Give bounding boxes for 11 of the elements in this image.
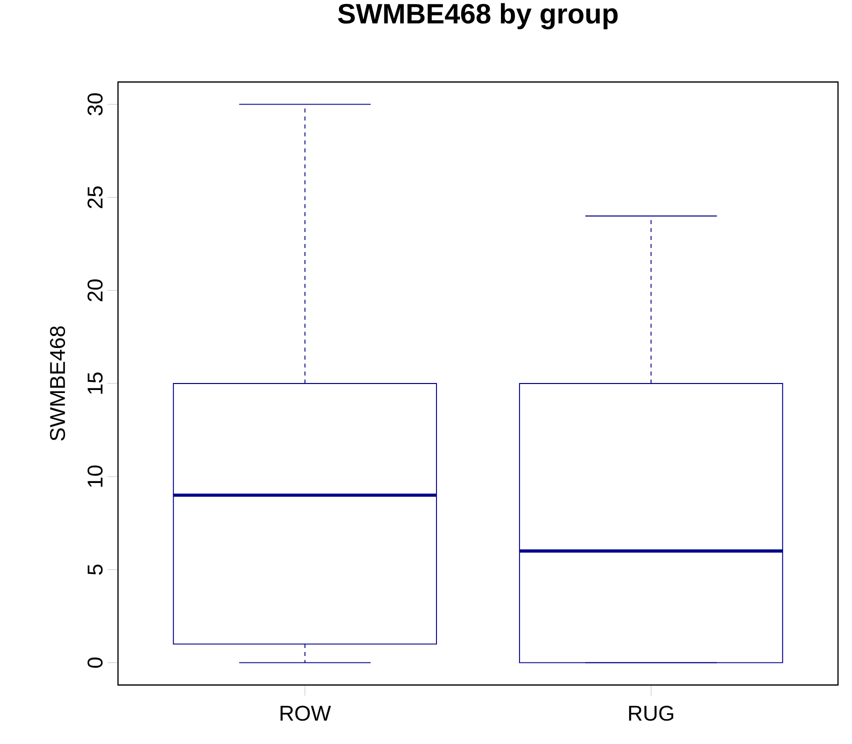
y-tick-label: 25 (88, 186, 103, 208)
y-tick-label: 20 (88, 279, 103, 302)
x-tick-label: RUG (629, 706, 674, 721)
y-tick-label: 0 (88, 658, 103, 668)
y-tick-label: 10 (88, 466, 103, 487)
y-tick-label: 30 (88, 93, 103, 116)
x-tick-label: ROW (280, 706, 331, 721)
chart-title: SWMBE468 by group (338, 3, 618, 30)
y-tick-label: 15 (88, 372, 103, 394)
y-tick-label: 5 (88, 564, 103, 575)
y-axis-title: SWMBE468 (50, 326, 66, 441)
